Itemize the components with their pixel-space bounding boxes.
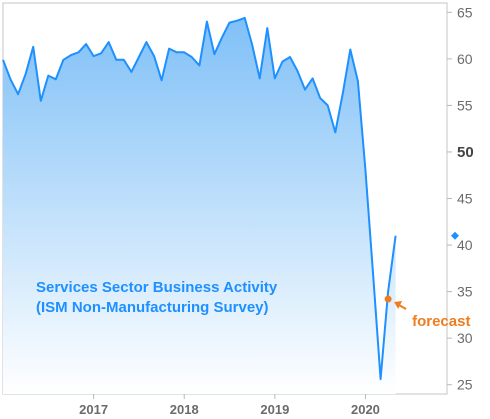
y-tick-label: 25	[457, 377, 473, 393]
y-axis: 25 30 35 40 45 50 55 60 65	[447, 4, 474, 393]
x-tick-label: 2020	[351, 402, 380, 417]
chart-title-line-2: (ISM Non-Manufacturing Survey)	[36, 299, 269, 316]
forecast-arrowhead	[394, 301, 403, 310]
y-tick-label: 60	[457, 51, 473, 67]
series-line	[2, 16, 397, 381]
y-tick-label: 40	[457, 237, 473, 253]
y-tick-label: 65	[457, 4, 473, 20]
y-tick-label: 55	[457, 97, 473, 113]
x-tick-label: 2017	[79, 402, 108, 417]
x-tick-label: 2019	[260, 402, 289, 417]
y-tick-label: 45	[457, 191, 473, 207]
y-tick-label: 30	[457, 330, 473, 346]
forecast-point	[384, 295, 392, 303]
forecast-annotation: forecast	[384, 295, 470, 330]
x-axis: 2017 2018 2019 2020	[79, 394, 380, 417]
forecast-label: forecast	[412, 313, 470, 330]
current-value-marker	[451, 231, 459, 240]
chart-title-line-1: Services Sector Business Activity	[36, 279, 278, 296]
series-area-fill	[3, 17, 396, 395]
x-tick-label: 2018	[170, 402, 199, 417]
y-tick-label: 35	[457, 284, 473, 300]
y-tick-label: 50	[457, 144, 474, 161]
